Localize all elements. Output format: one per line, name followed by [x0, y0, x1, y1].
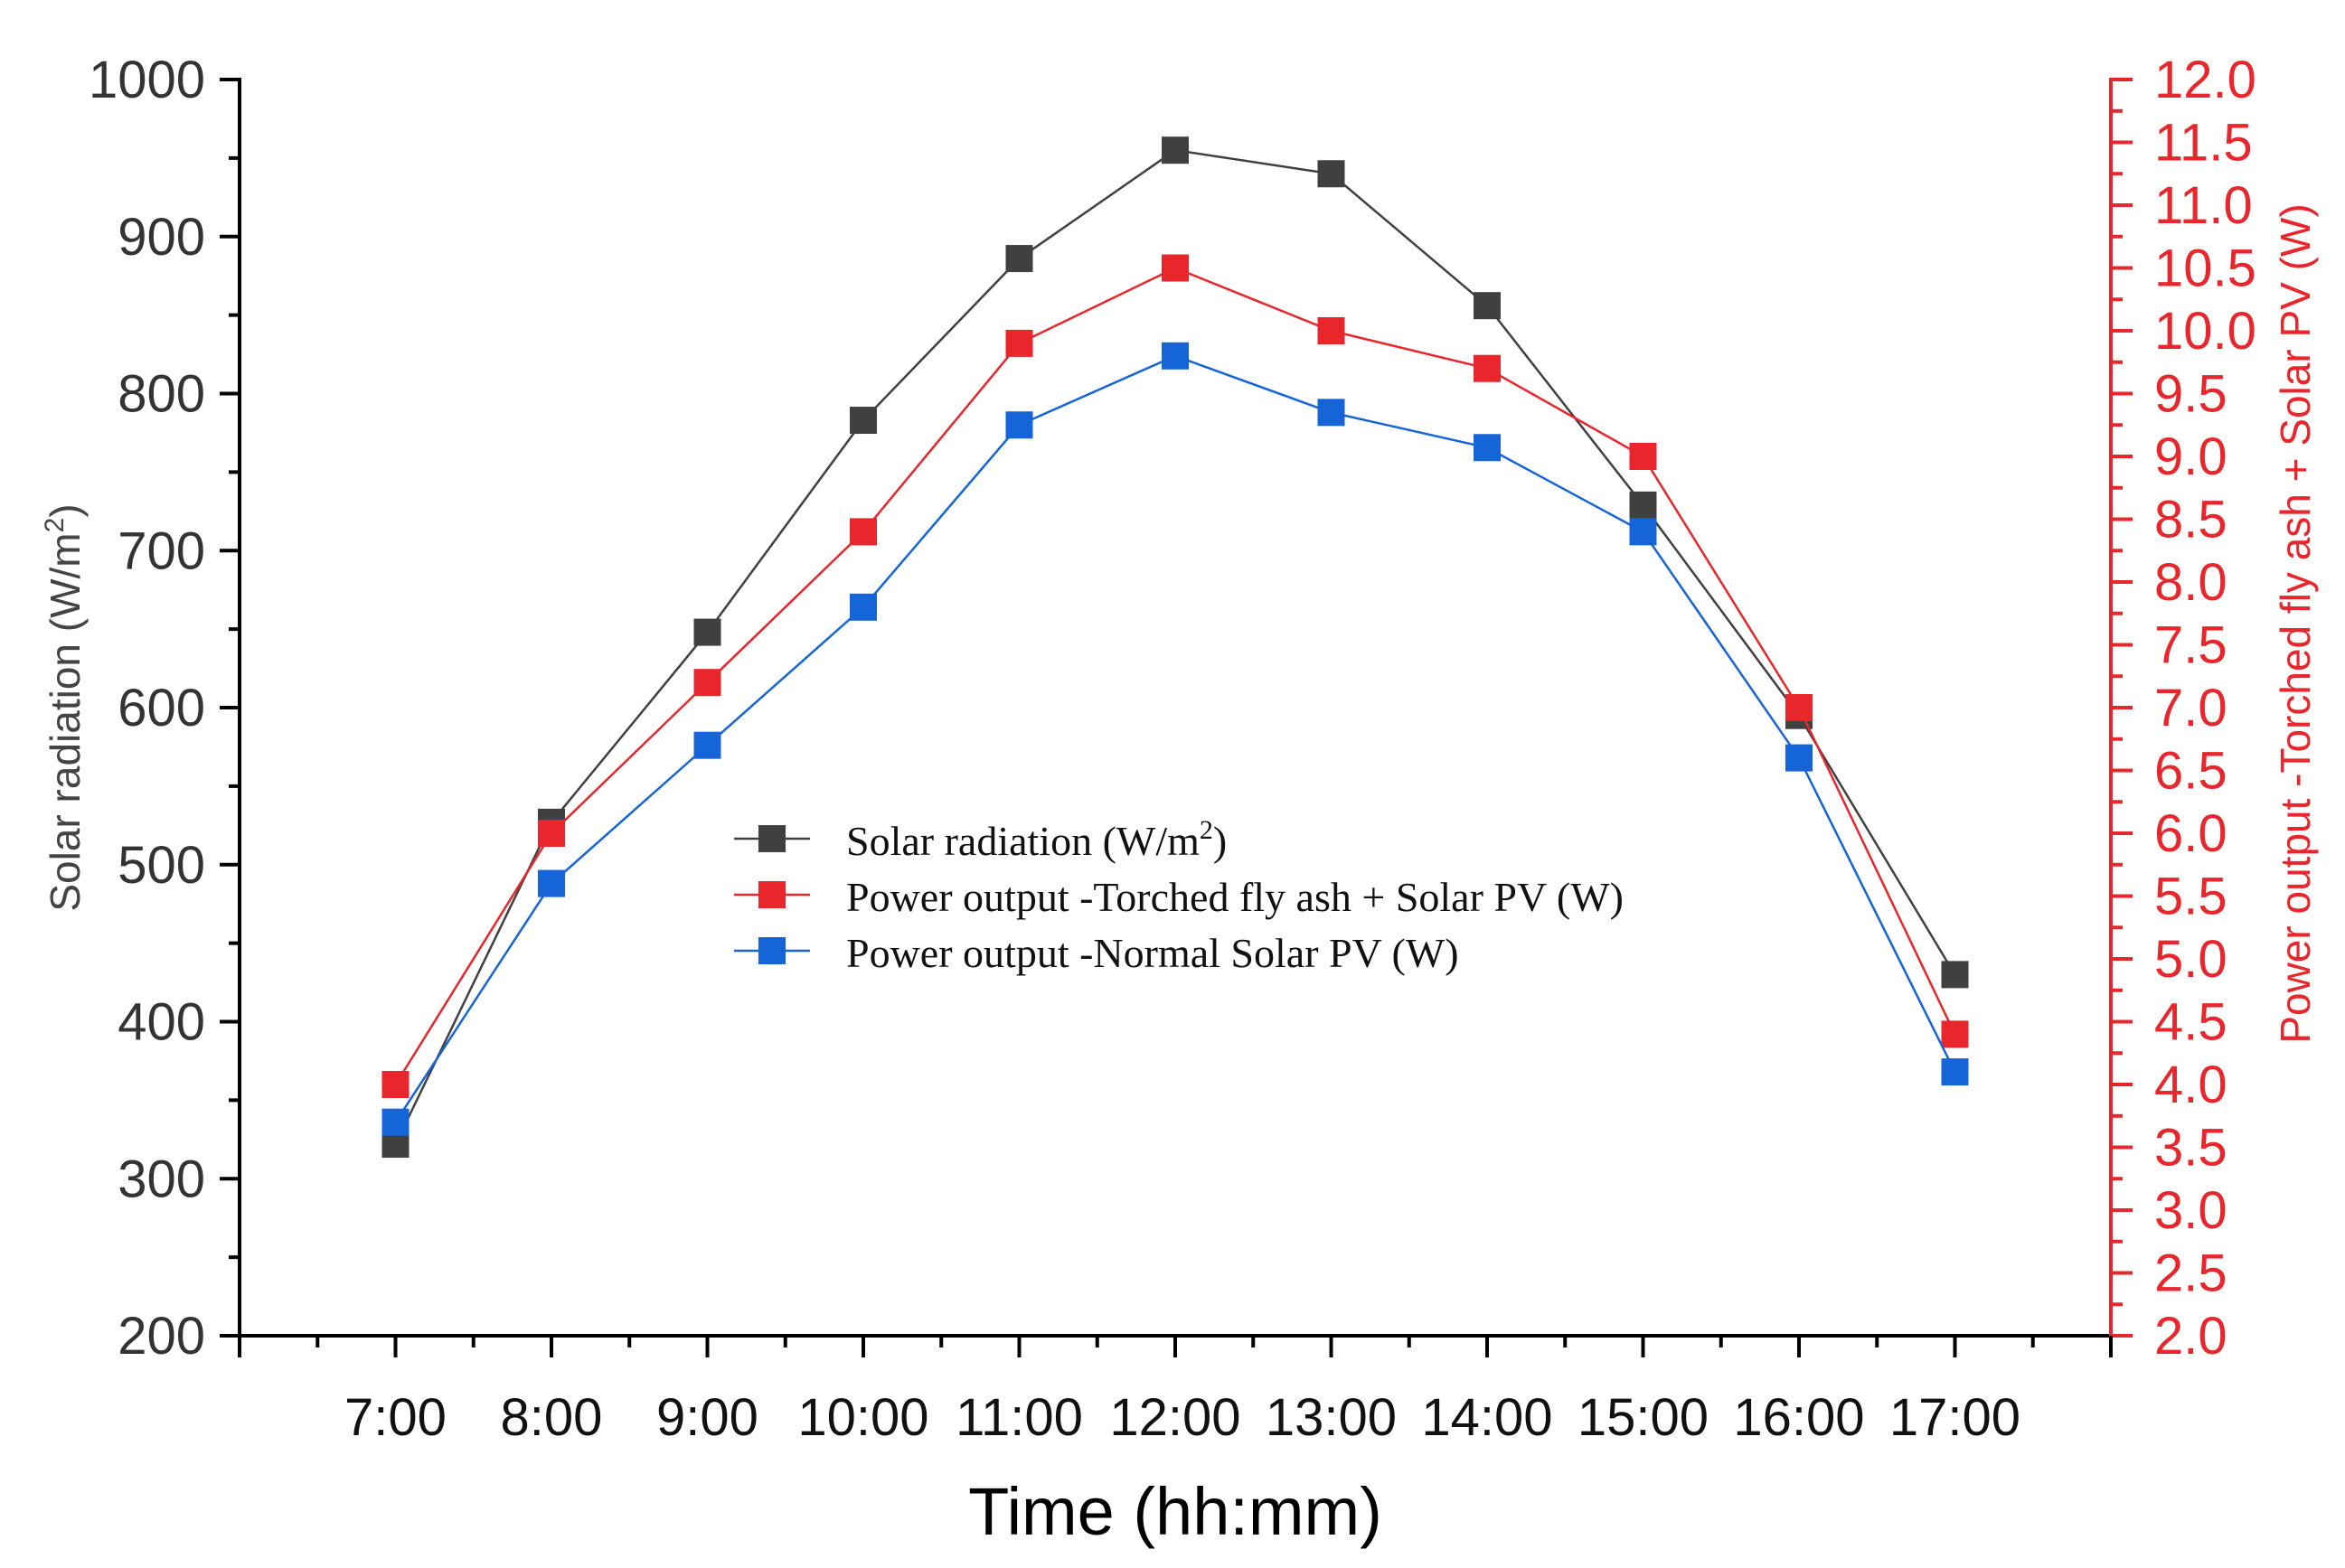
data-point — [538, 869, 565, 897]
legend-label: Power output -Torched fly ash + Solar PV… — [846, 874, 1624, 920]
right-tick-label: 7.0 — [2154, 679, 2227, 737]
x-tick-label: 11:00 — [956, 1388, 1083, 1447]
x-tick-label: 8:00 — [501, 1388, 603, 1447]
right-tick-label: 10.0 — [2154, 302, 2256, 361]
data-point — [1941, 1058, 1969, 1086]
data-point — [1317, 317, 1345, 344]
right-tick-label: 12.0 — [2154, 51, 2256, 109]
series-line — [394, 148, 1956, 1145]
right-tick-label: 3.0 — [2154, 1181, 2227, 1240]
data-point — [1941, 1020, 1969, 1048]
x-tick-label: 14:00 — [1421, 1388, 1552, 1447]
x-tick-label: 16:00 — [1733, 1388, 1864, 1447]
left-axis-title: Solar radiation (W/m2) — [40, 503, 89, 911]
x-tick-label: 12:00 — [1109, 1388, 1240, 1447]
right-tick-label: 7.5 — [2154, 616, 2227, 675]
legend-label-close: ) — [1213, 818, 1227, 864]
data-point — [1785, 694, 1813, 721]
data-point — [1162, 342, 1189, 370]
right-tick-label: 4.0 — [2154, 1056, 2227, 1114]
left-axis-title-sup: 2 — [40, 518, 70, 533]
right-tick-label: 10.5 — [2154, 239, 2256, 298]
data-point — [1005, 329, 1033, 357]
x-tick-label: 7:00 — [344, 1388, 447, 1447]
right-tick-label: 11.5 — [2154, 114, 2253, 173]
legend-label-text: Power output -Normal Solar PV (W) — [846, 930, 1459, 976]
left-tick-label: 300 — [118, 1150, 205, 1208]
series-layer — [381, 136, 1969, 1159]
x-axis-title: Time (hh:mm) — [968, 1474, 1382, 1549]
data-point — [1941, 961, 1969, 989]
data-point — [1474, 434, 1501, 462]
data-point — [693, 731, 721, 759]
right-axis-title: Power output -Torched fly ash + Solar PV… — [2272, 203, 2319, 1043]
data-point — [850, 518, 877, 546]
data-point — [1162, 254, 1189, 282]
legend-marker — [758, 937, 786, 964]
legend-label: Solar radiation (W/m2) — [846, 815, 1227, 864]
left-tick-label: 500 — [118, 836, 205, 895]
left-axis-title-text: Solar radiation (W/m — [42, 532, 89, 911]
data-point — [850, 407, 877, 435]
right-tick-label: 2.0 — [2154, 1307, 2227, 1366]
series-1 — [381, 254, 1969, 1098]
data-point — [1005, 411, 1033, 439]
legend-marker — [758, 825, 786, 852]
left-tick-label: 1000 — [89, 51, 205, 109]
data-point — [1629, 443, 1657, 470]
right-tick-label: 5.0 — [2154, 930, 2227, 989]
right-tick-label: 5.5 — [2154, 868, 2227, 926]
data-point — [1317, 399, 1345, 427]
right-tick-label: 9.0 — [2154, 427, 2227, 486]
left-tick-label: 600 — [118, 679, 205, 737]
x-tick-label: 13:00 — [1266, 1388, 1397, 1447]
data-point — [381, 1108, 410, 1136]
x-tick-label: 17:00 — [1889, 1388, 2020, 1447]
right-tick-label: 9.5 — [2154, 365, 2227, 424]
data-point — [381, 1071, 410, 1098]
data-point — [850, 593, 877, 621]
right-tick-label: 6.0 — [2154, 804, 2227, 863]
series-line — [394, 354, 1956, 1123]
data-point — [1629, 518, 1657, 546]
axes-layer: 200 300 400 500 600 700 800 900 1000 2.02.53.03.5… — [89, 51, 2256, 1447]
series-2 — [381, 342, 1969, 1136]
left-tick-label: 800 — [118, 365, 205, 424]
right-tick-label: 8.5 — [2154, 491, 2227, 549]
right-tick-label: 8.0 — [2154, 553, 2227, 612]
x-tick-label: 10:00 — [797, 1388, 928, 1447]
left-tick-label: 400 — [118, 993, 205, 1052]
data-point — [1629, 491, 1657, 519]
legend-label-text: Power output -Torched fly ash + Solar PV… — [846, 874, 1624, 920]
x-tick-label: 9:00 — [656, 1388, 758, 1447]
left-tick-label: 200 — [118, 1307, 205, 1366]
x-tick-label: 15:00 — [1577, 1388, 1709, 1447]
data-point — [693, 618, 721, 646]
data-point — [1317, 160, 1345, 188]
data-point — [1005, 245, 1033, 273]
legend-marker — [758, 881, 786, 908]
left-axis-title-close: ) — [42, 503, 89, 517]
legend: Solar radiation (W/m2) Power output -Torc… — [734, 815, 1624, 976]
right-tick-label: 4.5 — [2154, 993, 2227, 1052]
axis-labels: Time (hh:mm)Solar radiation (W/m2) Power … — [40, 203, 2319, 1549]
right-tick-label: 3.5 — [2154, 1119, 2227, 1178]
right-tick-label: 6.5 — [2154, 742, 2227, 801]
left-tick-label: 900 — [118, 208, 205, 267]
data-point — [693, 669, 721, 697]
left-tick-label: 700 — [118, 521, 205, 580]
legend-label-text: Solar radiation (W/m — [846, 818, 1200, 864]
right-tick-label: 2.5 — [2154, 1244, 2227, 1303]
legend-label-sup: 2 — [1200, 815, 1213, 845]
data-point — [1162, 136, 1189, 164]
series-0 — [381, 136, 1969, 1159]
data-point — [1785, 744, 1813, 772]
right-tick-label: 11.0 — [2154, 176, 2253, 235]
data-point — [538, 820, 565, 847]
legend-label: Power output -Normal Solar PV (W) — [846, 930, 1459, 976]
data-point — [1474, 354, 1501, 382]
data-point — [1474, 292, 1501, 320]
